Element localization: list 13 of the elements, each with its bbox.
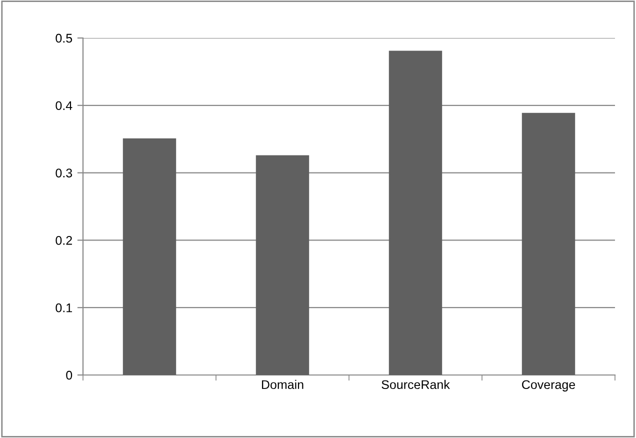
x-tick-label: Coverage: [522, 380, 576, 392]
y-tick-label: 0.5: [56, 34, 72, 43]
y-tick-label: 0.4: [56, 101, 72, 110]
y-tick-label: 0.3: [56, 168, 72, 178]
y-tick-label: 0.1: [56, 303, 72, 312]
bar: [522, 112, 576, 375]
y-tick-label: 0: [66, 370, 72, 380]
y-tick-label: 0.2: [56, 236, 72, 245]
bar: [388, 50, 442, 375]
bar: [256, 155, 310, 375]
x-tick-label: Domain: [262, 380, 304, 390]
x-tick-label: SourceRank: [382, 380, 450, 390]
bar: [122, 138, 176, 375]
